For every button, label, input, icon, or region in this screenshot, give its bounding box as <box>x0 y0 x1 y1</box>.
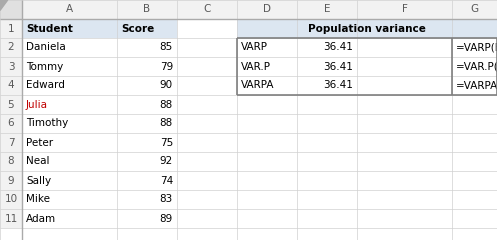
Text: 1: 1 <box>7 24 14 34</box>
Bar <box>0 57 22 76</box>
Polygon shape <box>0 0 7 11</box>
Text: 83: 83 <box>160 194 173 204</box>
Bar <box>0 133 22 152</box>
Bar <box>22 19 177 38</box>
Bar <box>0 0 497 19</box>
Text: 9: 9 <box>7 175 14 186</box>
Text: 8: 8 <box>7 156 14 167</box>
Bar <box>0 152 22 171</box>
Text: VAR.P: VAR.P <box>241 61 271 72</box>
Text: Daniela: Daniela <box>26 42 66 53</box>
Text: 90: 90 <box>160 80 173 90</box>
Text: Timothy: Timothy <box>26 119 68 128</box>
Text: 75: 75 <box>160 138 173 148</box>
Text: 4: 4 <box>7 80 14 90</box>
Text: =VARPA(B2:B11): =VARPA(B2:B11) <box>456 80 497 90</box>
Text: =VARP(B2:B11): =VARP(B2:B11) <box>456 42 497 53</box>
Bar <box>237 19 497 38</box>
Text: 79: 79 <box>160 61 173 72</box>
Text: 85: 85 <box>160 42 173 53</box>
Text: C: C <box>203 5 211 14</box>
Text: VARP: VARP <box>241 42 268 53</box>
Text: 3: 3 <box>7 61 14 72</box>
Bar <box>0 95 22 114</box>
Text: D: D <box>263 5 271 14</box>
Bar <box>0 171 22 190</box>
Text: Edward: Edward <box>26 80 65 90</box>
Text: 7: 7 <box>7 138 14 148</box>
Text: 10: 10 <box>4 194 17 204</box>
Text: G: G <box>471 5 479 14</box>
Text: A: A <box>66 5 73 14</box>
Bar <box>0 76 22 95</box>
Text: Adam: Adam <box>26 214 56 223</box>
Text: B: B <box>144 5 151 14</box>
Text: Neal: Neal <box>26 156 50 167</box>
Text: 2: 2 <box>7 42 14 53</box>
Bar <box>0 209 22 228</box>
Text: 74: 74 <box>160 175 173 186</box>
Text: E: E <box>324 5 330 14</box>
Text: 6: 6 <box>7 119 14 128</box>
Text: Tommy: Tommy <box>26 61 63 72</box>
Text: 89: 89 <box>160 214 173 223</box>
Bar <box>0 38 22 57</box>
Text: Student: Student <box>26 24 73 34</box>
Text: Julia: Julia <box>26 100 48 109</box>
Text: 36.41: 36.41 <box>323 61 353 72</box>
Text: 11: 11 <box>4 214 17 223</box>
Bar <box>0 19 22 38</box>
Text: Score: Score <box>121 24 154 34</box>
Text: 88: 88 <box>160 100 173 109</box>
Text: Sally: Sally <box>26 175 51 186</box>
Text: 36.41: 36.41 <box>323 80 353 90</box>
Text: Peter: Peter <box>26 138 53 148</box>
Bar <box>0 190 22 209</box>
Bar <box>0 0 22 19</box>
Text: 5: 5 <box>7 100 14 109</box>
Text: F: F <box>402 5 408 14</box>
Text: =VAR.P(B2:B11): =VAR.P(B2:B11) <box>456 61 497 72</box>
Bar <box>0 114 22 133</box>
Text: 88: 88 <box>160 119 173 128</box>
Text: Mike: Mike <box>26 194 50 204</box>
Text: Population variance: Population variance <box>308 24 426 34</box>
Text: 36.41: 36.41 <box>323 42 353 53</box>
Text: 92: 92 <box>160 156 173 167</box>
Text: VARPA: VARPA <box>241 80 274 90</box>
